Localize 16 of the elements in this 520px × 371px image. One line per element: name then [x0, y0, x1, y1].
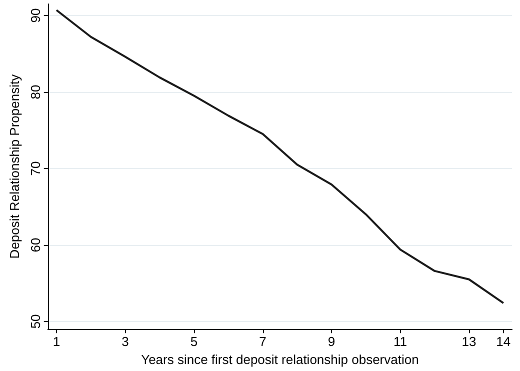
x-tick-label: 1 [52, 334, 60, 350]
y-axis-title: Deposit Relationship Propensity [7, 74, 22, 259]
y-tick-label: 90 [28, 8, 43, 23]
x-tick-label: 5 [190, 334, 198, 350]
x-tick-label: 9 [328, 334, 336, 350]
x-tick-label: 3 [122, 334, 129, 350]
x-tick-label: 11 [394, 334, 408, 350]
line-series [55, 9, 504, 304]
y-tick-label: 80 [28, 84, 43, 100]
y-tick-label: 70 [28, 161, 43, 176]
x-axis-title: Years since first deposit relationship observation [141, 352, 419, 367]
y-tick-label: 60 [28, 238, 43, 252]
x-tick-label: 14 [496, 334, 511, 350]
x-tick-label: 13 [462, 334, 476, 350]
x-tick-label: 7 [259, 334, 266, 350]
y-tick-label: 50 [28, 314, 43, 329]
